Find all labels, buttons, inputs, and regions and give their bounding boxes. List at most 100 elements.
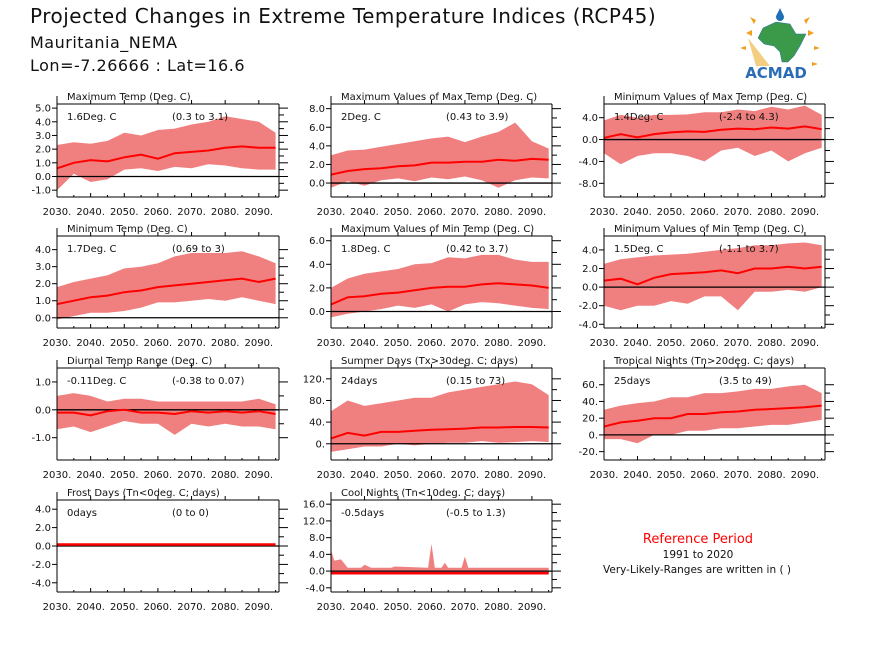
very-likely-range-band [604, 242, 822, 311]
panel-9: -20. 0. 20. 40. 60. 2030. 2040. 2050. 2060. 2070.… [578, 356, 834, 481]
median-line [57, 145, 276, 170]
median-line [604, 265, 822, 286]
median-change-label: 0days [67, 508, 97, 519]
y-tick-label: 0.0 [582, 135, 598, 146]
very-likely-range-band [331, 254, 549, 318]
y-tick-label: 2.0 [35, 145, 51, 156]
sun-rays-icon [740, 17, 820, 66]
y-tick-label: 0.0 [582, 283, 598, 294]
median-change-label: -0.5days [341, 508, 384, 519]
x-tick-label: 2070. [724, 338, 753, 349]
x-tick-label: 2050. [384, 602, 413, 613]
y-tick-label: -20. [578, 447, 598, 458]
x-tick-label: 2040. [350, 602, 379, 613]
x-tick-label: 2040. [623, 338, 652, 349]
median-line [604, 404, 822, 428]
x-tick-label: 2050. [110, 470, 139, 481]
y-tick-label: 40. [309, 418, 325, 429]
x-tick-label: 2040. [623, 470, 652, 481]
very-likely-range-label: (0.15 to 73) [446, 376, 505, 387]
very-likely-range-band [331, 381, 549, 452]
y-tick-label: 16.0 [303, 500, 325, 511]
x-tick-label: 2060. [690, 470, 719, 481]
x-tick-label: 2090. [518, 602, 547, 613]
y-tick-label: 5.0 [35, 104, 51, 115]
very-likely-range-label: (0.69 to 3) [172, 244, 225, 255]
x-tick-label: 2030. [590, 470, 619, 481]
light-beam-icon [748, 38, 770, 66]
y-tick-label: 2.0 [35, 279, 51, 290]
y-tick-label: -2.0 [578, 301, 598, 312]
water-drop-icon [776, 8, 784, 21]
x-tick-label: 2090. [791, 338, 820, 349]
y-tick-label: 2.0 [309, 160, 325, 171]
x-tick-label: 2030. [317, 338, 346, 349]
panel-7: -1.0 0.0 1.0 2030. 2040. 2050. 2060. 2070. 2080.… [31, 356, 288, 481]
y-tick-label: -2.0 [31, 560, 51, 571]
panel-1: -1.0 0.0 1.0 2.0 3.0 4.0 5.0 2030. 2040. 2050. 206… [31, 92, 288, 218]
y-tick-label: 0. [315, 439, 325, 450]
x-tick-label: 2040. [623, 207, 652, 218]
y-tick-label: -4.0 [578, 157, 598, 168]
y-tick-label: 6.0 [309, 236, 325, 247]
panel-title: Maximum Values of Max Temp (Deg. C) [341, 92, 537, 103]
x-tick-label: 2080. [757, 338, 786, 349]
x-tick-label: 2060. [417, 338, 446, 349]
y-tick-label: 1.0 [35, 296, 51, 307]
y-tick-label: -8.0 [578, 179, 598, 190]
x-tick-label: 2070. [177, 470, 206, 481]
median-change-label: 1.6Deg. C [67, 112, 116, 123]
very-likely-range-label: (-2.4 to 4.3) [719, 112, 779, 123]
y-tick-label: 20. [582, 414, 598, 425]
x-tick-label: 2040. [76, 207, 105, 218]
x-tick-label: 2070. [451, 338, 480, 349]
panel-title: Summer Days (Tx>30deg. C; days) [341, 356, 518, 367]
x-tick-label: 2080. [757, 470, 786, 481]
acmad-logo-text: ACMAD [745, 64, 807, 82]
y-tick-label: 2.0 [35, 523, 51, 534]
x-tick-label: 2070. [451, 470, 480, 481]
x-tick-label: 2030. [317, 470, 346, 481]
panel-6: -4.0 -2.0 0.0 2.0 4.0 2030. 2040. 2050. 2060. 207… [578, 224, 834, 349]
reference-period-years: 1991 to 2020 [663, 549, 734, 561]
y-tick-label: 0.0 [309, 307, 325, 318]
x-tick-label: 2060. [690, 207, 719, 218]
y-tick-label: 1.0 [35, 158, 51, 169]
panel-5: 0.0 2.0 4.0 6.0 2030. 2040. 2050. 2060. 2070. 208… [309, 224, 561, 349]
x-tick-label: 2080. [484, 338, 513, 349]
x-tick-label: 2050. [110, 602, 139, 613]
x-tick-label: 2070. [177, 602, 206, 613]
x-tick-label: 2070. [177, 338, 206, 349]
y-tick-label: 120. [303, 374, 325, 385]
x-tick-label: 2090. [244, 602, 273, 613]
panel-8: 0. 40. 80. 120. 2030. 2040. 2050. 2060. 2070. 208… [303, 356, 561, 481]
x-tick-label: 2070. [724, 207, 753, 218]
panel-title: Frost Days (Tn<0deg. C; days) [67, 488, 220, 499]
y-tick-label: 60. [582, 380, 598, 391]
very-likely-range-band [331, 122, 549, 188]
x-tick-label: 2090. [518, 207, 547, 218]
y-tick-label: 4.0 [309, 141, 325, 152]
x-tick-label: 2040. [76, 338, 105, 349]
panel-title: Cool Nights (Tn<10deg. C; days) [341, 488, 505, 499]
y-tick-label: 1.0 [35, 377, 51, 388]
x-tick-label: 2030. [43, 207, 72, 218]
x-tick-label: 2080. [484, 602, 513, 613]
y-tick-label: 6.0 [309, 123, 325, 134]
median-line [331, 157, 549, 176]
very-likely-range-band [331, 543, 549, 574]
very-likely-range-band [604, 105, 822, 165]
y-tick-label: 4.0 [309, 550, 325, 561]
x-tick-label: 2050. [110, 207, 139, 218]
y-tick-label: 12.0 [303, 516, 325, 527]
x-tick-label: 2030. [43, 470, 72, 481]
x-tick-label: 2030. [43, 602, 72, 613]
panel-title: Diurnal Temp Range (Deg. C) [67, 356, 212, 367]
very-likely-range-note: Very-Likely-Ranges are written in ( ) [603, 564, 791, 576]
x-tick-label: 2050. [110, 338, 139, 349]
location-coordinates: Lon=-7.26666 : Lat=16.6 [30, 56, 245, 75]
panel-11: -4.0 0.0 4.0 8.0 12.0 16.0 2030. 2040. 2050. 2060… [303, 488, 561, 613]
x-tick-label: 2030. [43, 338, 72, 349]
x-tick-label: 2040. [76, 470, 105, 481]
y-tick-label: 4.0 [309, 260, 325, 271]
